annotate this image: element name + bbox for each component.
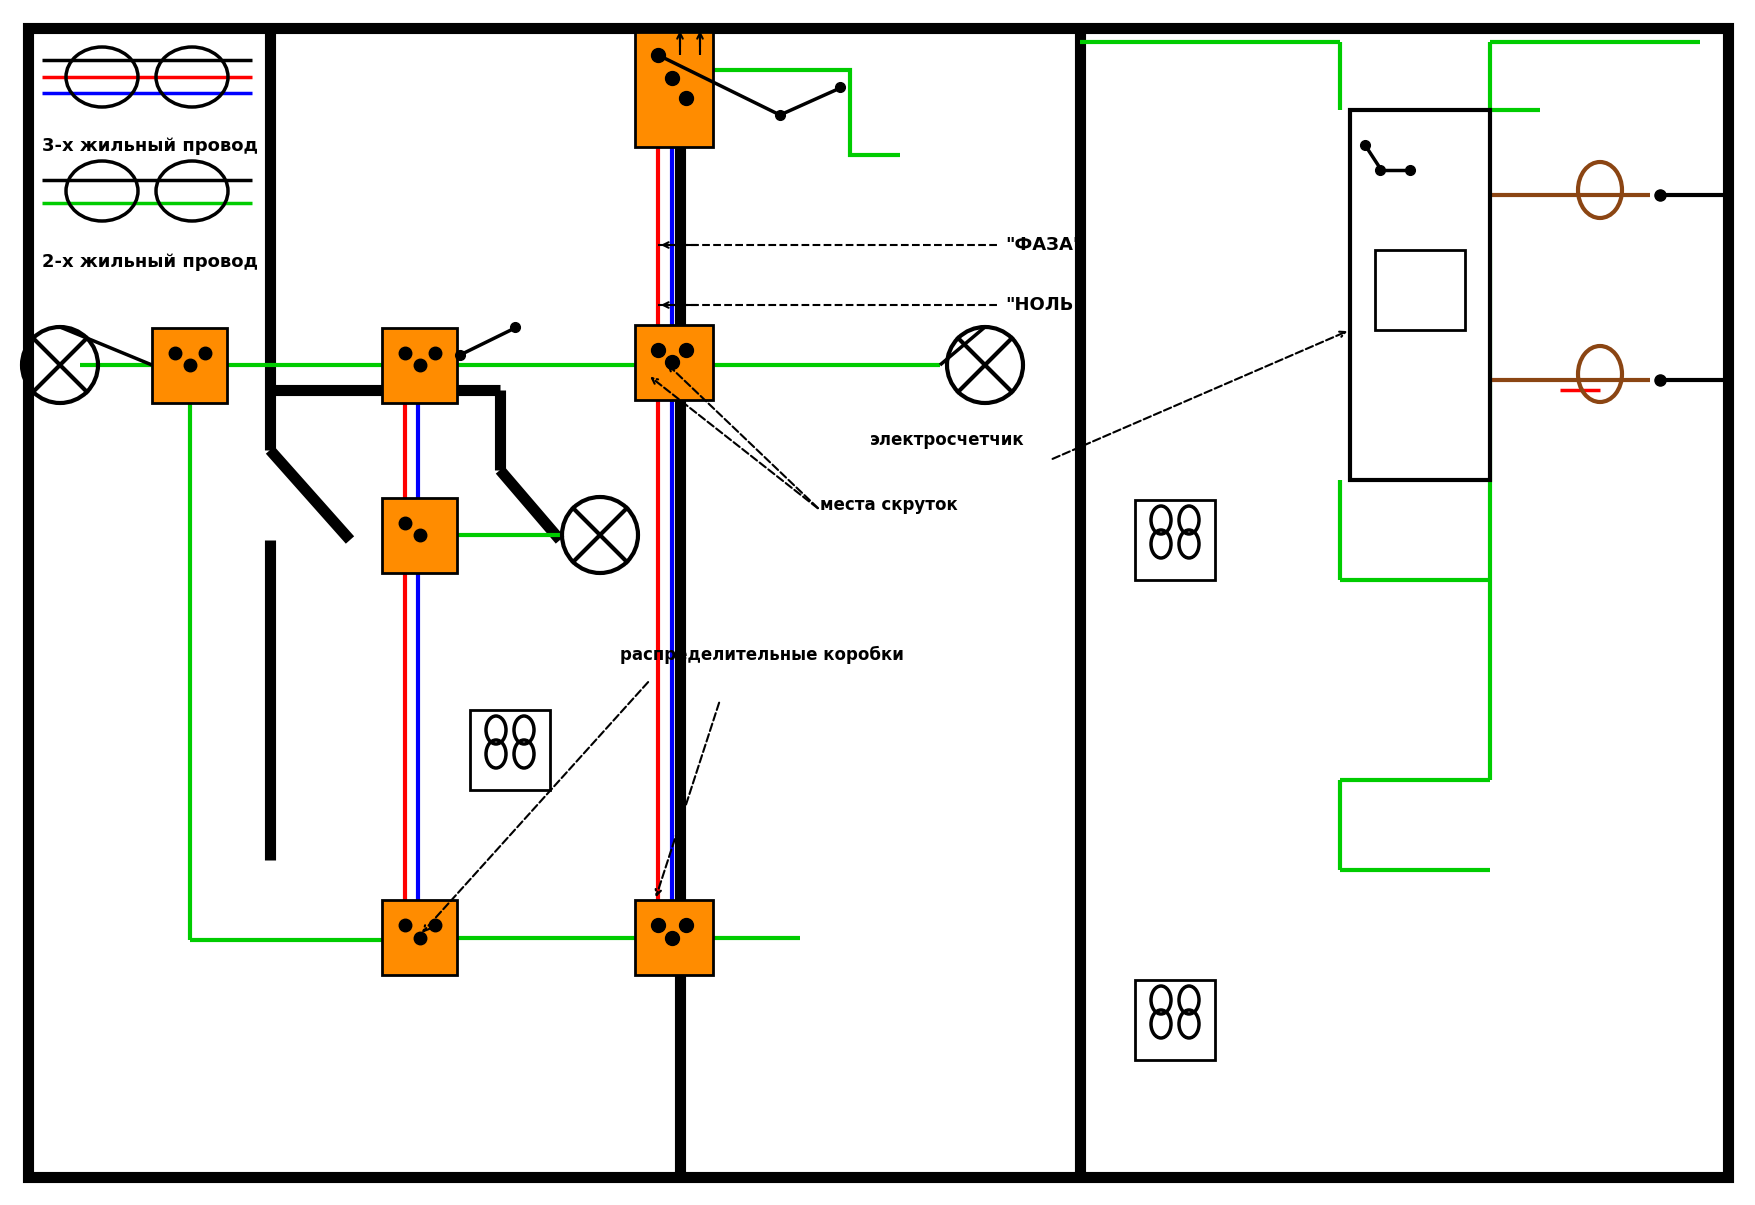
Bar — [635, 325, 713, 400]
Bar — [383, 328, 456, 402]
Text: распределительные коробки: распределительные коробки — [620, 646, 904, 664]
Text: электросчетчик: электросчетчик — [869, 431, 1023, 449]
Text: "ФАЗА": "ФАЗА" — [1004, 236, 1081, 254]
Text: 2-х жильный провод: 2-х жильный провод — [42, 253, 258, 271]
Bar — [635, 900, 713, 975]
Bar — [383, 498, 456, 574]
Bar — [153, 328, 226, 402]
Bar — [383, 900, 456, 975]
Bar — [470, 710, 549, 790]
Bar — [1134, 980, 1214, 1060]
Bar — [1350, 110, 1490, 480]
Bar — [635, 33, 713, 147]
Bar — [1134, 500, 1214, 580]
Text: 3-х жильный провод: 3-х жильный провод — [42, 137, 258, 155]
Text: "НОЛЬ": "НОЛЬ" — [1004, 296, 1083, 315]
Bar — [1374, 249, 1464, 330]
Text: места скруток: места скруток — [820, 496, 956, 515]
